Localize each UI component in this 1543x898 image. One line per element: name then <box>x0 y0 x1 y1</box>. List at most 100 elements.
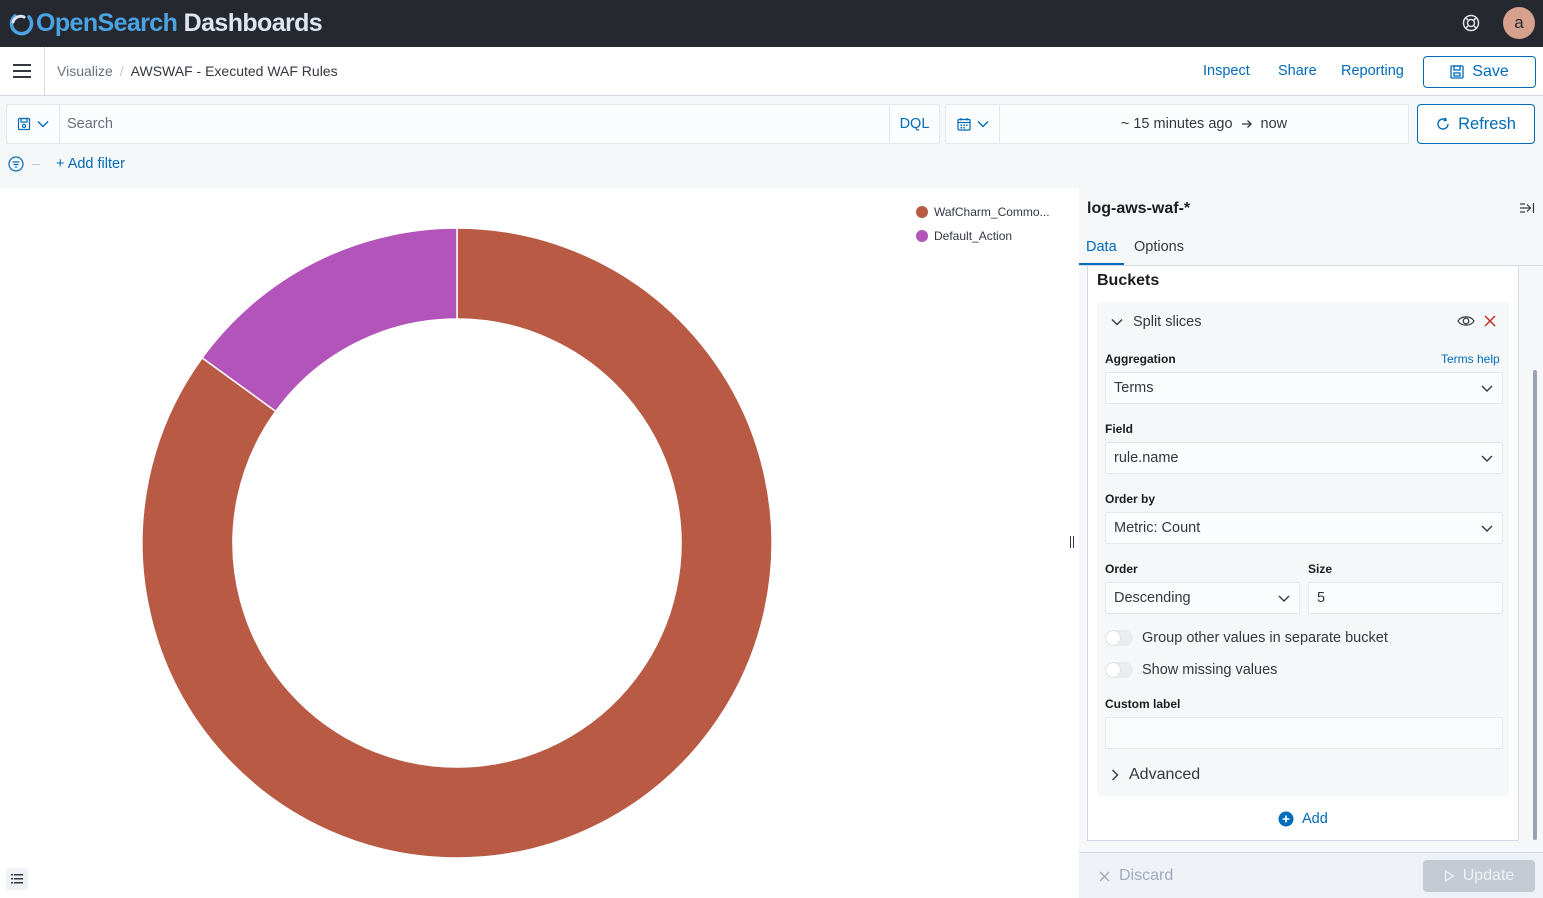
donut-slice-0[interactable] <box>141 227 773 859</box>
breadcrumb-separator: / <box>119 63 124 79</box>
order-value: Descending <box>1114 590 1191 606</box>
breadcrumb-bar: Visualize / AWSWAF - Executed WAF Rules … <box>0 47 1543 96</box>
split-slices-aggregation: Split slices Aggregation Terms help Term… <box>1097 302 1509 796</box>
refresh-icon <box>1437 117 1449 130</box>
saved-query-icon <box>17 117 31 131</box>
save-icon <box>1450 65 1464 79</box>
legend-item[interactable]: WafCharm_Commo... <box>916 200 1050 224</box>
custom-label-label: Custom label <box>1105 697 1181 711</box>
list-icon <box>11 874 23 884</box>
advanced-toggle[interactable]: Advanced <box>1111 766 1200 784</box>
order-label: Order <box>1105 562 1138 576</box>
date-picker: ~ 15 minutes ago now <box>945 104 1409 144</box>
advanced-label: Advanced <box>1129 766 1201 783</box>
inspect-link[interactable]: Inspect <box>1203 63 1250 79</box>
editor-sidebar: log-aws-waf-* Data Options Buckets Split… <box>1079 188 1543 898</box>
chevron-down-icon <box>1278 595 1290 602</box>
aggregation-title: Split slices <box>1133 314 1202 330</box>
update-label: Update <box>1462 867 1515 884</box>
reporting-link[interactable]: Reporting <box>1341 63 1404 79</box>
group-other-toggle-row: Group other values in separate bucket <box>1105 630 1388 646</box>
time-start[interactable]: ~ 15 minutes ago <box>1120 116 1233 132</box>
index-pattern-title: log-aws-waf-* <box>1087 200 1191 217</box>
sidebar-tabs: Data Options <box>1079 235 1543 266</box>
order-by-select[interactable]: Metric: Count <box>1105 512 1503 544</box>
chart-legend: WafCharm_Commo... Default_Action <box>916 200 1050 248</box>
refresh-button[interactable]: Refresh <box>1417 104 1535 144</box>
filter-menu-icon[interactable] <box>8 156 26 172</box>
opensearch-logo[interactable]: OpenSearch Dashboards <box>8 9 323 38</box>
saved-query-menu[interactable] <box>7 105 60 143</box>
legend-label: WafCharm_Commo... <box>934 205 1050 219</box>
discard-label: Discard <box>1119 867 1174 884</box>
aggregation-select[interactable]: Terms <box>1105 372 1503 404</box>
order-by-label: Order by <box>1105 492 1156 506</box>
legend-color-dot <box>916 206 928 218</box>
show-missing-switch[interactable] <box>1105 662 1133 678</box>
query-language-button[interactable]: DQL <box>889 105 939 143</box>
legend-item[interactable]: Default_Action <box>916 224 1050 248</box>
chevron-down-icon <box>37 121 49 128</box>
eye-icon[interactable] <box>1457 314 1475 328</box>
visualization-area: WafCharm_Commo... Default_Action <box>0 188 1065 898</box>
group-other-switch[interactable] <box>1105 630 1133 646</box>
add-filter-button[interactable]: + Add filter <box>56 156 125 172</box>
chevron-down-icon <box>1481 525 1493 532</box>
chevron-right-icon <box>1112 769 1119 781</box>
sidebar-scrollbar[interactable] <box>1533 370 1537 840</box>
chevron-down-icon <box>1481 455 1493 462</box>
chevron-down-icon <box>1481 385 1493 392</box>
arrow-right-icon <box>1241 120 1252 128</box>
add-label: Add <box>1302 811 1328 827</box>
aggregation-label: Aggregation <box>1105 352 1176 366</box>
aggregation-value: Terms <box>1114 380 1154 396</box>
update-button[interactable]: Update <box>1423 860 1535 892</box>
filter-bar: + Add filter <box>8 156 125 172</box>
query-bar: DQL ~ 15 minutes ago now <box>0 96 1543 188</box>
time-end[interactable]: now <box>1260 116 1288 132</box>
breadcrumb-visualize[interactable]: Visualize <box>57 63 113 79</box>
order-select[interactable]: Descending <box>1105 582 1300 614</box>
search-input[interactable] <box>60 105 889 143</box>
field-select[interactable]: rule.name <box>1105 442 1503 474</box>
add-bucket-button[interactable]: Add <box>1278 811 1328 827</box>
help-icon[interactable] <box>1460 12 1482 34</box>
order-by-value: Metric: Count <box>1114 520 1201 536</box>
play-icon <box>1444 870 1455 882</box>
size-value: 5 <box>1317 590 1326 606</box>
tab-options[interactable]: Options <box>1134 239 1184 255</box>
discard-button[interactable]: Discard <box>1099 867 1173 885</box>
save-label: Save <box>1472 63 1509 80</box>
plus-circle-icon <box>1278 811 1294 827</box>
share-link[interactable]: Share <box>1278 63 1317 79</box>
chevron-down-icon <box>977 121 988 128</box>
quick-select-menu[interactable] <box>946 105 1000 143</box>
time-range-display[interactable]: ~ 15 minutes ago now <box>1000 116 1408 132</box>
donut-slice-1[interactable] <box>201 227 458 413</box>
terms-help-link[interactable]: Terms help <box>1441 352 1500 366</box>
panel-resize-handle[interactable] <box>1070 536 1076 550</box>
remove-aggregation-icon[interactable] <box>1483 314 1497 328</box>
collapse-sidebar-icon[interactable] <box>1519 202 1535 214</box>
save-button[interactable]: Save <box>1423 56 1536 88</box>
brand-name: OpenSearch Dashboards <box>36 9 323 37</box>
custom-label-input[interactable] <box>1105 717 1503 749</box>
field-value: rule.name <box>1114 450 1179 466</box>
opensearch-logo-icon <box>9 13 34 35</box>
hamburger-icon <box>13 64 31 78</box>
menu-toggle-button[interactable] <box>0 47 45 95</box>
chevron-down-icon <box>1111 319 1123 326</box>
legend-label: Default_Action <box>934 229 1013 243</box>
search-bar: DQL <box>6 104 940 144</box>
aggregation-header[interactable]: Split slices <box>1111 314 1202 330</box>
buckets-panel: Buckets Split slices Aggregation Terms h… <box>1087 266 1519 841</box>
refresh-label: Refresh <box>1458 114 1516 133</box>
size-input[interactable]: 5 <box>1308 582 1503 614</box>
user-avatar[interactable]: a <box>1503 7 1535 39</box>
legend-toggle-button[interactable] <box>6 868 28 890</box>
cross-icon <box>1099 871 1110 881</box>
field-label: Field <box>1105 422 1134 436</box>
show-missing-label: Show missing values <box>1142 662 1278 678</box>
tab-data[interactable]: Data <box>1079 239 1124 265</box>
breadcrumb-current: AWSWAF - Executed WAF Rules <box>130 63 338 79</box>
